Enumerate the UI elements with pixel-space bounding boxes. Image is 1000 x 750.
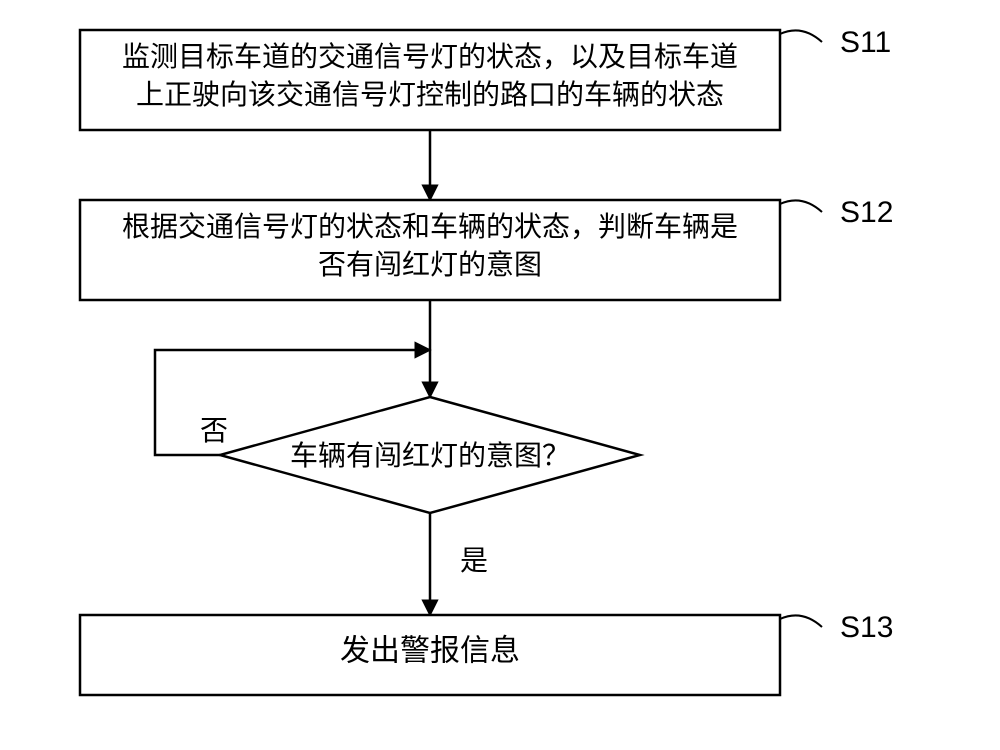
node-text-s12-l1: 否有闯红灯的意图	[318, 249, 542, 281]
node-text-s11-l0: 监测目标车道的交通信号灯的状态，以及目标车道	[122, 41, 738, 73]
edge-label-e3_no: 否	[200, 416, 228, 447]
step-connector-s11	[780, 30, 822, 42]
step-connector-s12	[780, 200, 822, 212]
step-label-s12: S12	[840, 196, 893, 229]
node-text-s12-l0: 根据交通信号灯的状态和车辆的状态，判断车辆是	[122, 211, 738, 243]
edge-label-e4_yes: 是	[460, 546, 488, 577]
step-connector-s13	[780, 615, 822, 627]
node-text-s13-l0: 发出警报信息	[340, 634, 520, 667]
node-text-decision: 车辆有闯红灯的意图？	[290, 440, 570, 472]
flowchart-canvas: 否是 监测目标车道的交通信号灯的状态，以及目标车道上正驶向该交通信号灯控制的路口的…	[0, 0, 1000, 750]
step-label-s13: S13	[840, 611, 893, 644]
step-label-s11: S11	[840, 26, 891, 59]
node-text-s11-l1: 上正驶向该交通信号灯控制的路口的车辆的状态	[136, 79, 724, 111]
